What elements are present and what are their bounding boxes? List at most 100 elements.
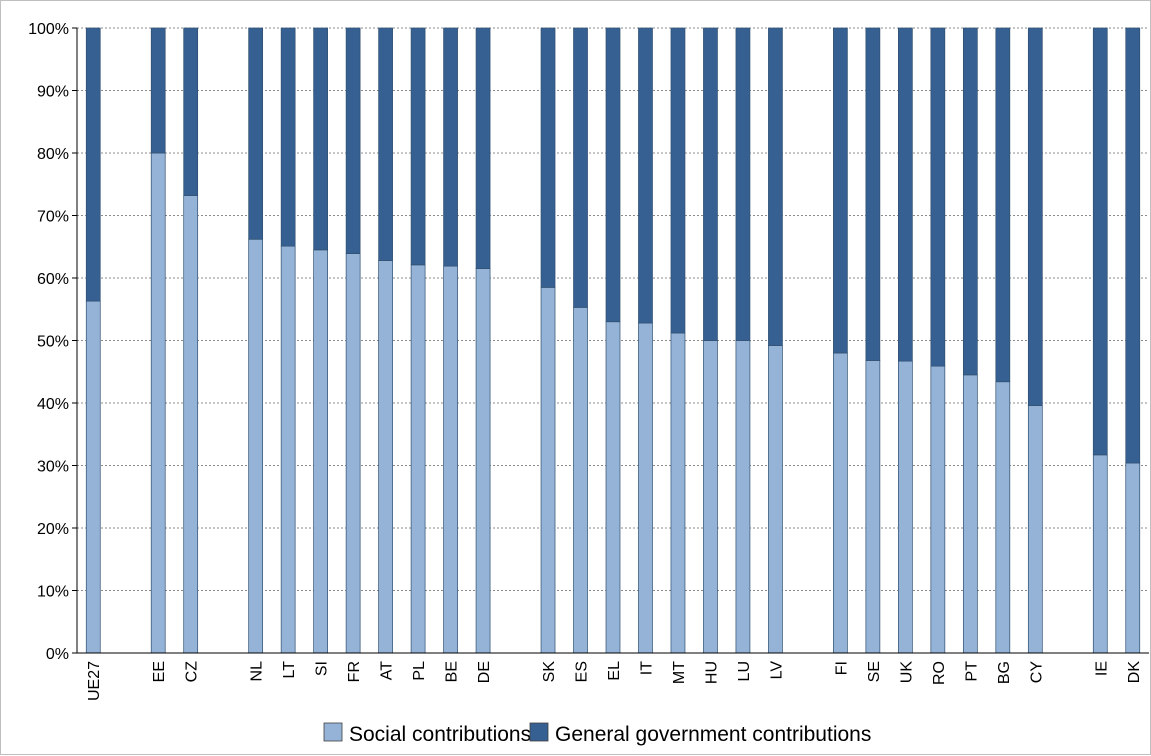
x-tick-label: ES xyxy=(574,661,591,682)
bar-government-CY xyxy=(1027,27,1043,406)
x-tick-label: MT xyxy=(671,661,688,684)
y-tick-label: 50% xyxy=(37,334,69,351)
x-tick-label: UE27 xyxy=(86,661,103,701)
y-tick-label: 80% xyxy=(37,146,69,163)
bar-social-FI xyxy=(833,352,848,654)
bar-social-IE xyxy=(1092,454,1108,654)
bar-social-SK xyxy=(540,287,556,654)
x-tick-label: NL xyxy=(249,661,266,682)
bar-social-AT xyxy=(378,260,393,654)
axes xyxy=(76,28,1149,654)
bar-social-PL xyxy=(410,264,426,654)
bar-social-MT xyxy=(670,332,686,654)
bar-government-DE xyxy=(475,27,491,269)
bar-social-LU xyxy=(735,340,751,654)
bar-government-UK xyxy=(898,27,913,362)
x-tick-label: LV xyxy=(768,661,785,680)
y-axis-ticks: 0% 10% 20% 30% 40% 50% 60% 70% 80% 90% 100% xyxy=(28,21,77,663)
y-tick-label: 70% xyxy=(37,209,69,226)
bar-government-PL xyxy=(410,27,426,266)
x-tick-label: IE xyxy=(1093,661,1110,676)
bar-social-EL xyxy=(605,321,621,654)
x-tick-label: FI xyxy=(833,661,850,675)
x-tick-label: AT xyxy=(379,661,396,680)
bar-social-IT xyxy=(638,322,653,654)
x-tick-label: SE xyxy=(866,661,883,682)
bar-social-HU xyxy=(703,340,718,654)
bar-government-MT xyxy=(670,27,686,334)
bar-social-SE xyxy=(865,360,881,654)
bar-government-AT xyxy=(378,27,393,261)
bar-government-ES xyxy=(573,27,588,308)
bar-social-SI xyxy=(313,249,328,654)
y-tick-label: 30% xyxy=(37,459,69,476)
bar-social-DK xyxy=(1125,462,1141,654)
bar-government-FI xyxy=(833,27,848,354)
bar-government-UE27 xyxy=(85,27,101,302)
x-tick-label: FR xyxy=(346,661,363,682)
y-tick-label: 20% xyxy=(37,521,69,538)
bar-social-NL xyxy=(248,238,264,654)
bar-government-SE xyxy=(865,27,881,361)
x-tick-label: CY xyxy=(1028,661,1045,684)
bar-government-LT xyxy=(280,27,296,247)
bar-social-CY xyxy=(1027,405,1043,654)
y-tick-label: 10% xyxy=(37,584,69,601)
bar-social-CZ xyxy=(183,195,199,654)
bar-government-EE xyxy=(150,27,166,154)
y-tick-label: 90% xyxy=(37,84,69,101)
legend-label-social: Social contributions xyxy=(349,723,531,746)
x-tick-label: PL xyxy=(411,661,428,681)
x-tick-label: SK xyxy=(541,661,558,683)
bar-government-IT xyxy=(638,27,653,324)
bar-government-NL xyxy=(248,27,264,240)
x-tick-label: HU xyxy=(703,661,720,684)
x-axis-ticks: UE27 EE CZ NL LT SI FR AT PL BE DE SK ES EL IT MT HU LU LV… xyxy=(86,661,1143,701)
bar-government-LU xyxy=(735,27,751,341)
bar-social-BE xyxy=(443,265,458,654)
bar-government-DK xyxy=(1125,27,1141,464)
bar-government-PT xyxy=(962,27,978,376)
bar-government-SI xyxy=(313,27,328,251)
x-tick-label: EE xyxy=(151,661,168,682)
x-tick-label: BE xyxy=(444,661,461,682)
bar-government-EL xyxy=(605,27,621,323)
bar-government-BG xyxy=(995,27,1011,383)
x-tick-label: PT xyxy=(963,661,980,682)
bar-government-HU xyxy=(703,27,718,341)
x-tick-label: EL xyxy=(606,661,623,681)
bar-government-IE xyxy=(1092,27,1108,456)
x-tick-label: LT xyxy=(281,661,298,679)
bar-social-RO xyxy=(930,365,946,654)
y-tick-label: 0% xyxy=(46,646,69,663)
x-tick-label: RO xyxy=(931,661,948,685)
bar-social-EE xyxy=(150,152,166,654)
bar-social-FR xyxy=(345,253,361,654)
bar-government-RO xyxy=(930,27,946,367)
bar-government-BE xyxy=(443,27,458,267)
legend: Social contributions General government … xyxy=(323,722,871,746)
bar-social-DE xyxy=(475,268,491,654)
bar-social-PT xyxy=(962,374,978,654)
y-tick-label: 100% xyxy=(28,21,69,38)
y-tick-label: 40% xyxy=(37,396,69,413)
bar-government-FR xyxy=(345,27,361,254)
legend-label-government: General government contributions xyxy=(555,723,871,746)
bar-social-BG xyxy=(995,381,1011,654)
legend-swatch-social xyxy=(323,722,343,742)
x-tick-label: DK xyxy=(1126,661,1143,684)
bar-social-LT xyxy=(280,245,296,654)
y-tick-label: 60% xyxy=(37,271,69,288)
bar-social-LV xyxy=(768,345,783,654)
bars xyxy=(85,27,1141,654)
x-tick-label: IT xyxy=(638,661,655,675)
bar-social-ES xyxy=(573,307,588,654)
bar-government-LV xyxy=(768,27,783,346)
x-tick-label: UK xyxy=(898,661,915,684)
bar-government-CZ xyxy=(183,27,199,196)
x-tick-label: LU xyxy=(736,661,753,681)
bar-social-UE27 xyxy=(85,300,101,654)
x-tick-label: BG xyxy=(996,661,1013,684)
